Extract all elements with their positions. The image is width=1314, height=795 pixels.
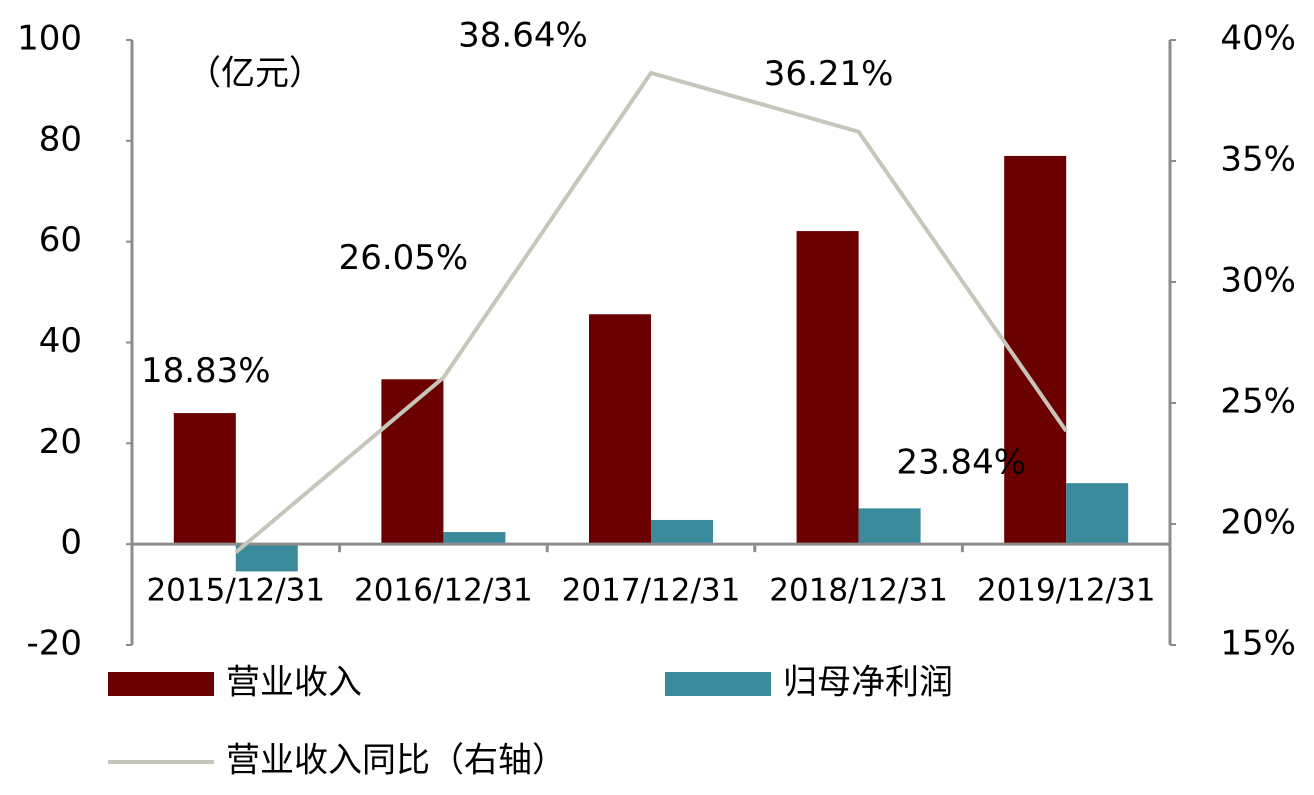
unit-label: （亿元） [187,54,323,94]
bar [858,508,921,545]
y2-tick-label: 20% [1220,503,1296,543]
bar [381,379,444,545]
x-tick-label: 2019/12/31 [977,573,1156,609]
y2-tick-label: 25% [1220,382,1296,422]
bar [235,544,298,572]
y-tick-label: -20 [26,624,82,664]
legend-label: 营业收入同比（右轴） [226,741,566,781]
bar [1004,155,1067,545]
data-label: 23.84% [896,443,1026,483]
data-label: 18.83% [141,351,271,391]
y2-tick-label: 15% [1220,624,1296,664]
y2-tick-label: 30% [1220,261,1296,301]
x-tick-label: 2016/12/31 [354,573,533,609]
y-tick-label: 80 [39,119,82,159]
line [234,70,1068,554]
y2-tick-label: 40% [1220,19,1296,59]
data-label: 36.21% [764,54,894,94]
x-tick-label: 2018/12/31 [769,573,948,609]
legend-swatch [108,672,214,696]
bar [443,532,506,545]
bar [796,231,859,545]
bar [589,314,651,545]
y-tick-label: 0 [60,523,82,563]
y2-tick-label: 35% [1220,140,1296,180]
legend-swatch [665,672,771,696]
bar [651,519,713,545]
y-tick-label: 100 [17,19,82,59]
y-tick-label: 40 [39,321,82,361]
bar [173,413,236,545]
y-tick-label: 20 [39,422,82,462]
bar [1066,483,1129,545]
data-label: 26.05% [339,238,469,278]
legend-label: 归母净利润 [783,663,953,703]
x-tick-label: 2015/12/31 [146,573,325,609]
data-label: 38.64% [458,15,588,55]
legend-label: 营业收入 [226,663,362,703]
x-tick-label: 2017/12/31 [562,573,741,609]
y-tick-label: 60 [39,220,82,260]
